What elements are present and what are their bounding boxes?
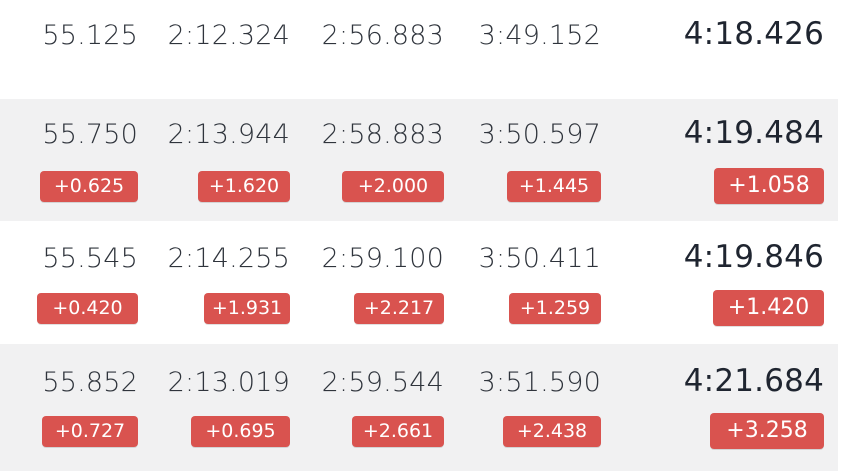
split-time: 3:50.597 <box>478 119 601 150</box>
total-time: 4:18.426 <box>683 16 824 52</box>
split-cell-3: 2:59.100 +2.217 <box>0 221 444 344</box>
delta-badge: +1.445 <box>507 171 601 202</box>
split-cell-4: 3:50.411 +1.259 <box>0 221 601 344</box>
total-delta-badge: +1.058 <box>714 168 824 204</box>
total-cell: 4:18.426 <box>0 0 824 99</box>
split-time: 2:14.255 <box>167 243 290 274</box>
split-cell-4: 3:49.152 <box>0 0 601 99</box>
split-cell-2: 2:13.944 +1.620 <box>0 99 290 221</box>
table-row: 55.750 +0.625 2:13.944 +1.620 2:58.883 +… <box>0 99 838 221</box>
delta-badge: +0.625 <box>40 171 138 202</box>
delta-badge: +1.259 <box>509 293 601 324</box>
delta-badge: +1.620 <box>198 171 290 202</box>
delta-badge: +1.931 <box>204 293 290 324</box>
split-time: 2:58.883 <box>321 119 444 150</box>
split-cell-4: 3:50.597 +1.445 <box>0 99 601 221</box>
total-time: 4:19.846 <box>683 239 824 275</box>
table-row: 55.545 +0.420 2:14.255 +1.931 2:59.100 +… <box>0 221 838 344</box>
split-time: 3:49.152 <box>478 20 601 51</box>
delta-badge: +2.217 <box>354 293 444 324</box>
total-time: 4:21.684 <box>683 363 824 399</box>
split-cell-1: 55.852 +0.727 <box>0 344 138 471</box>
split-cell-3: 2:59.544 +2.661 <box>0 344 444 471</box>
split-time: 2:59.100 <box>321 243 444 274</box>
split-cell-1: 55.750 +0.625 <box>0 99 138 221</box>
total-delta-badge: +3.258 <box>710 413 824 449</box>
delta-badge: +0.420 <box>37 293 138 324</box>
split-time: 2:13.019 <box>167 367 290 398</box>
total-cell: 4:19.484 +1.058 <box>0 99 824 221</box>
split-cell-2: 2:14.255 +1.931 <box>0 221 290 344</box>
split-cell-1: 55.125 <box>0 0 138 99</box>
split-time: 55.750 <box>42 119 138 150</box>
total-cell: 4:21.684 +3.258 <box>0 344 824 471</box>
split-time: 55.545 <box>42 243 138 274</box>
split-time: 3:51.590 <box>478 367 601 398</box>
delta-badge: +2.000 <box>342 171 444 202</box>
split-time: 55.125 <box>42 20 138 51</box>
delta-badge: +2.438 <box>503 416 601 447</box>
delta-badge: +2.661 <box>352 416 444 447</box>
split-cell-3: 2:58.883 +2.000 <box>0 99 444 221</box>
split-time: 3:50.411 <box>478 243 601 274</box>
split-time: 55.852 <box>42 367 138 398</box>
split-time: 2:59.544 <box>321 367 444 398</box>
split-time: 2:12.324 <box>167 20 290 51</box>
split-cell-3: 2:56.883 <box>0 0 444 99</box>
total-time: 4:19.484 <box>683 115 824 151</box>
delta-badge: +0.695 <box>191 416 290 447</box>
total-cell: 4:19.846 +1.420 <box>0 221 824 344</box>
delta-badge: +0.727 <box>42 416 138 447</box>
split-cell-2: 2:12.324 <box>0 0 290 99</box>
total-delta-badge: +1.420 <box>713 290 824 326</box>
split-time: 2:13.944 <box>167 119 290 150</box>
table-row: 55.852 +0.727 2:13.019 +0.695 2:59.544 +… <box>0 344 838 471</box>
split-cell-1: 55.545 +0.420 <box>0 221 138 344</box>
split-time: 2:56.883 <box>321 20 444 51</box>
split-cell-4: 3:51.590 +2.438 <box>0 344 601 471</box>
table-row: 55.125 2:12.324 2:56.883 3:49.152 4:18.4… <box>0 0 838 99</box>
split-cell-2: 2:13.019 +0.695 <box>0 344 290 471</box>
